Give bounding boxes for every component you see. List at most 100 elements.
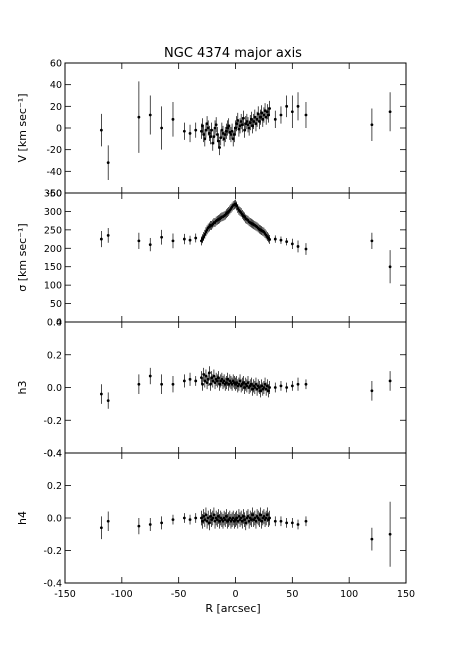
data-point xyxy=(171,518,175,522)
panel-1: -60 -40 -20 0 20 40 60 V [km sec⁻¹] xyxy=(16,59,407,200)
data-point xyxy=(160,521,164,525)
data-point xyxy=(205,519,209,523)
data-point xyxy=(251,513,254,517)
data-point xyxy=(237,382,241,386)
data-point xyxy=(279,238,283,242)
data-point xyxy=(206,516,210,520)
data-point xyxy=(106,161,110,165)
data-point xyxy=(268,386,271,389)
data-point xyxy=(388,379,392,383)
data-point xyxy=(263,109,267,113)
data-point xyxy=(265,110,269,114)
data-point xyxy=(296,382,300,386)
y-axis-label: h4 xyxy=(16,511,29,525)
data-point xyxy=(290,384,294,388)
data-point xyxy=(203,232,207,236)
panel-3: -0.4 -0.2 0.0 0.2 0.4 h3 xyxy=(16,318,407,460)
data-point xyxy=(215,518,219,522)
data-point xyxy=(202,235,206,238)
y-tick-label: -0.2 xyxy=(43,416,62,427)
data-point xyxy=(237,127,241,131)
panel-frame xyxy=(64,192,407,323)
data-point xyxy=(148,374,152,378)
data-point xyxy=(205,381,209,384)
data-point xyxy=(243,386,246,389)
data-point xyxy=(244,521,248,525)
data-point xyxy=(206,126,210,130)
data-point xyxy=(273,237,277,241)
data-point xyxy=(217,139,220,143)
data-point xyxy=(273,117,277,121)
data-point xyxy=(370,239,374,243)
data-point xyxy=(215,379,219,383)
data-point xyxy=(221,519,225,523)
data-point xyxy=(388,265,392,269)
data-point xyxy=(260,519,264,523)
data-point xyxy=(203,137,207,141)
data-point xyxy=(257,120,261,123)
data-point xyxy=(290,521,294,525)
data-point xyxy=(240,123,244,127)
data-point xyxy=(160,235,164,239)
data-point xyxy=(194,236,198,240)
data-points xyxy=(99,501,392,567)
data-point xyxy=(279,519,283,523)
data-point xyxy=(218,382,221,386)
x-tick-label: 100 xyxy=(340,589,358,600)
data-point xyxy=(370,537,374,541)
data-point xyxy=(222,137,226,141)
data-point xyxy=(253,115,257,119)
y-tick-label: 20 xyxy=(50,102,62,113)
data-point xyxy=(202,514,206,518)
data-point xyxy=(235,516,239,520)
data-point xyxy=(370,389,374,393)
data-point xyxy=(99,237,103,241)
data-point xyxy=(247,519,251,523)
data-point xyxy=(246,381,250,384)
data-point xyxy=(222,379,226,383)
y-axis-label: h3 xyxy=(16,381,29,395)
data-point xyxy=(201,237,204,241)
data-point xyxy=(246,514,250,518)
data-point xyxy=(225,381,228,384)
y-tick-label: 0 xyxy=(56,318,62,329)
data-point xyxy=(254,382,258,386)
data-point xyxy=(214,123,218,127)
data-point xyxy=(239,120,243,123)
data-point xyxy=(160,126,164,130)
data-point xyxy=(211,379,215,383)
data-point xyxy=(231,137,235,141)
data-point xyxy=(235,122,239,126)
data-point xyxy=(213,126,217,130)
y-tick-label: -0.4 xyxy=(43,449,62,460)
y-axis-label: σ [km sec⁻¹] xyxy=(16,223,29,291)
data-point xyxy=(194,128,198,132)
data-point xyxy=(254,519,258,523)
data-point xyxy=(207,132,211,135)
data-point xyxy=(99,128,103,132)
x-tick-label: 50 xyxy=(286,589,298,600)
data-point xyxy=(200,376,203,380)
data-point xyxy=(201,519,204,523)
data-point xyxy=(106,399,110,402)
x-tick-label: 0 xyxy=(232,589,238,600)
y-tick-label: 300 xyxy=(44,207,62,218)
data-point xyxy=(223,133,227,136)
data-point xyxy=(200,239,203,243)
data-point xyxy=(296,523,300,526)
data-point xyxy=(252,120,256,123)
y-tick-label: 250 xyxy=(44,225,62,236)
data-point xyxy=(207,521,211,525)
data-point xyxy=(227,124,231,128)
data-point xyxy=(235,381,239,384)
data-point xyxy=(182,379,186,383)
data-point xyxy=(188,518,192,522)
y-tick-label: 150 xyxy=(44,262,62,273)
data-point xyxy=(212,513,216,517)
x-tick-label: -150 xyxy=(54,589,76,600)
data-point xyxy=(213,381,217,384)
data-point xyxy=(148,243,152,247)
data-point xyxy=(296,104,300,108)
data-point xyxy=(296,245,300,248)
data-point xyxy=(137,382,141,386)
